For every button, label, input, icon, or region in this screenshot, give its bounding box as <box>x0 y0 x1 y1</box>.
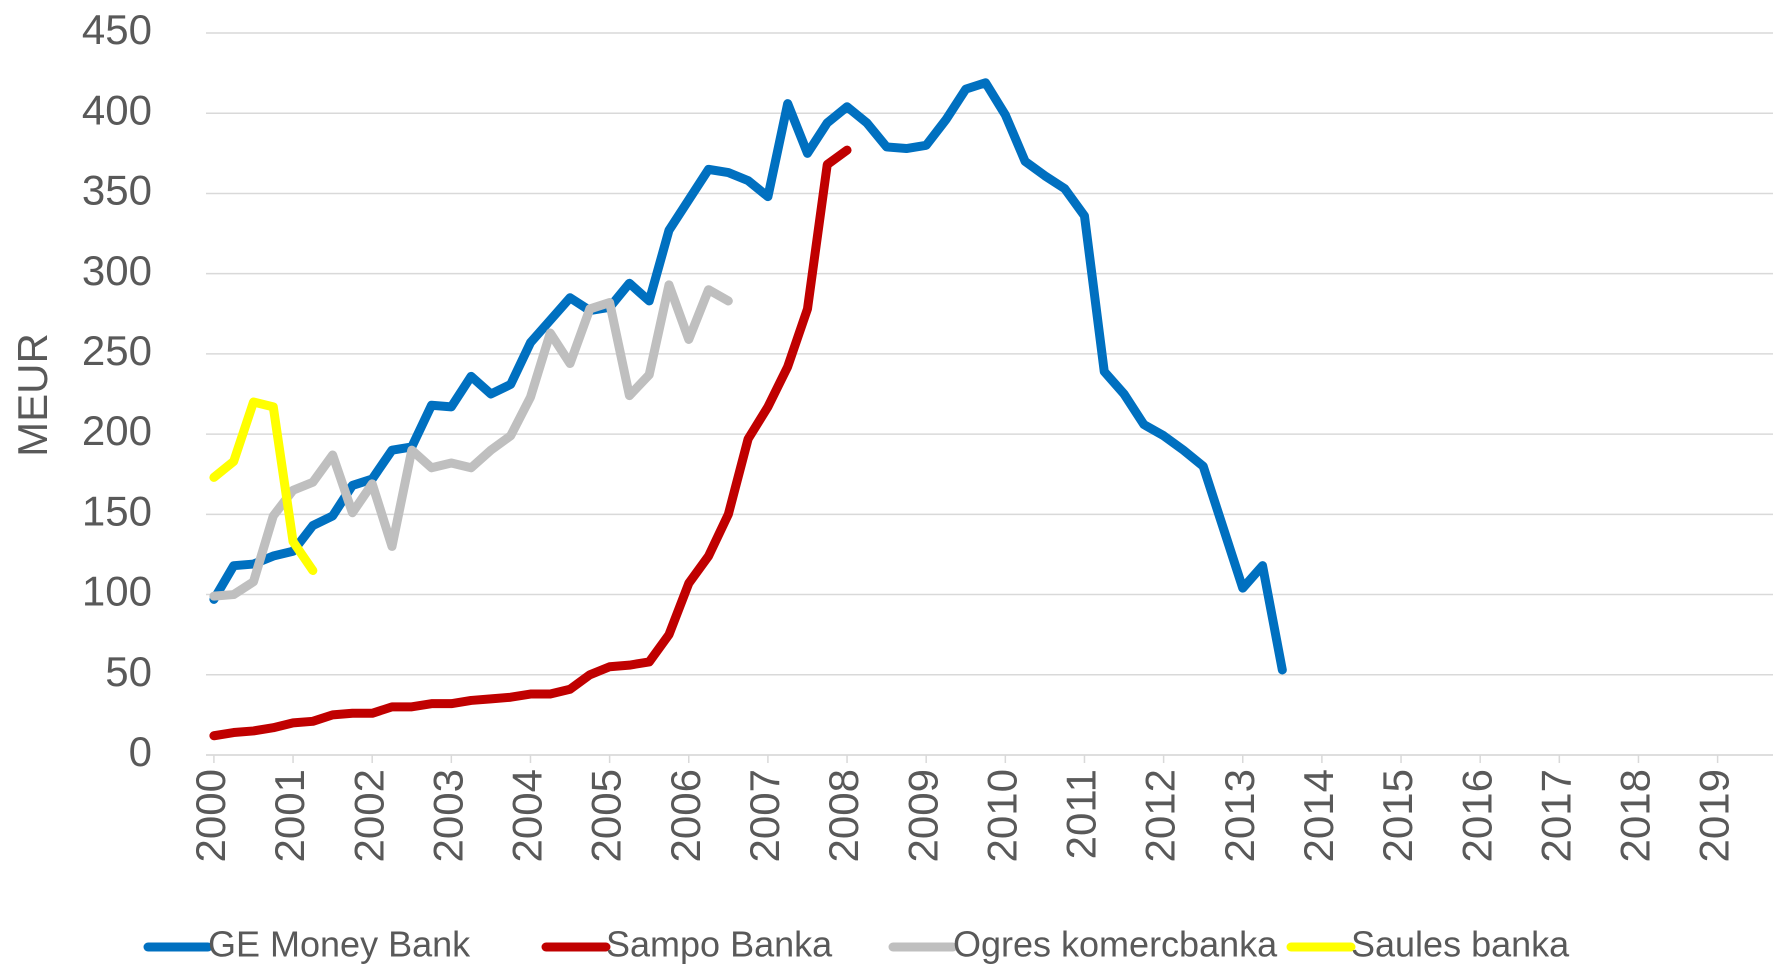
y-axis-label: MEUR <box>9 333 56 457</box>
x-tick-label: 2010 <box>978 769 1025 862</box>
x-tick-label: 2012 <box>1137 769 1184 862</box>
x-tick-label: 2015 <box>1374 769 1421 862</box>
y-tick-label: 50 <box>105 648 152 695</box>
x-tick-label: 2013 <box>1216 769 1263 862</box>
y-tick-label: 150 <box>82 487 152 534</box>
x-tick-label: 2007 <box>741 769 788 862</box>
x-tick-label: 2008 <box>820 769 867 862</box>
x-tick-label: 2000 <box>187 769 234 862</box>
x-tick-label: 2004 <box>504 769 551 862</box>
x-tick-label: 2018 <box>1612 769 1659 862</box>
x-tick-label: 2005 <box>583 769 630 862</box>
legend-label: Ogres komercbanka <box>953 924 1278 965</box>
series-line <box>209 145 852 741</box>
x-tick-label: 2014 <box>1295 769 1342 862</box>
x-tick-label: 2009 <box>899 769 946 862</box>
y-tick-label: 250 <box>82 327 152 374</box>
x-tick-label: 2001 <box>266 769 313 862</box>
y-tick-label: 100 <box>82 568 152 615</box>
y-tick-label: 0 <box>129 728 152 775</box>
y-tick-label: 400 <box>82 86 152 133</box>
legend-label: GE Money Bank <box>208 924 471 965</box>
x-tick-label: 2011 <box>1058 769 1105 859</box>
x-tick-label: 2002 <box>345 769 392 862</box>
x-tick-label: 2016 <box>1453 769 1500 862</box>
x-tick-label: 2019 <box>1691 769 1738 862</box>
x-tick-label: 2003 <box>424 769 471 862</box>
series-line <box>209 78 1287 675</box>
legend-label: Saules banka <box>1351 924 1570 965</box>
y-tick-label: 200 <box>82 407 152 454</box>
y-tick-label: 350 <box>82 167 152 214</box>
legend-label: Sampo Banka <box>606 924 833 965</box>
series-line <box>209 397 318 575</box>
x-tick-label: 2006 <box>662 769 709 862</box>
y-tick-label: 300 <box>82 247 152 294</box>
y-tick-label: 450 <box>82 6 152 53</box>
x-tick-label: 2017 <box>1532 769 1579 862</box>
series-line <box>209 280 733 601</box>
